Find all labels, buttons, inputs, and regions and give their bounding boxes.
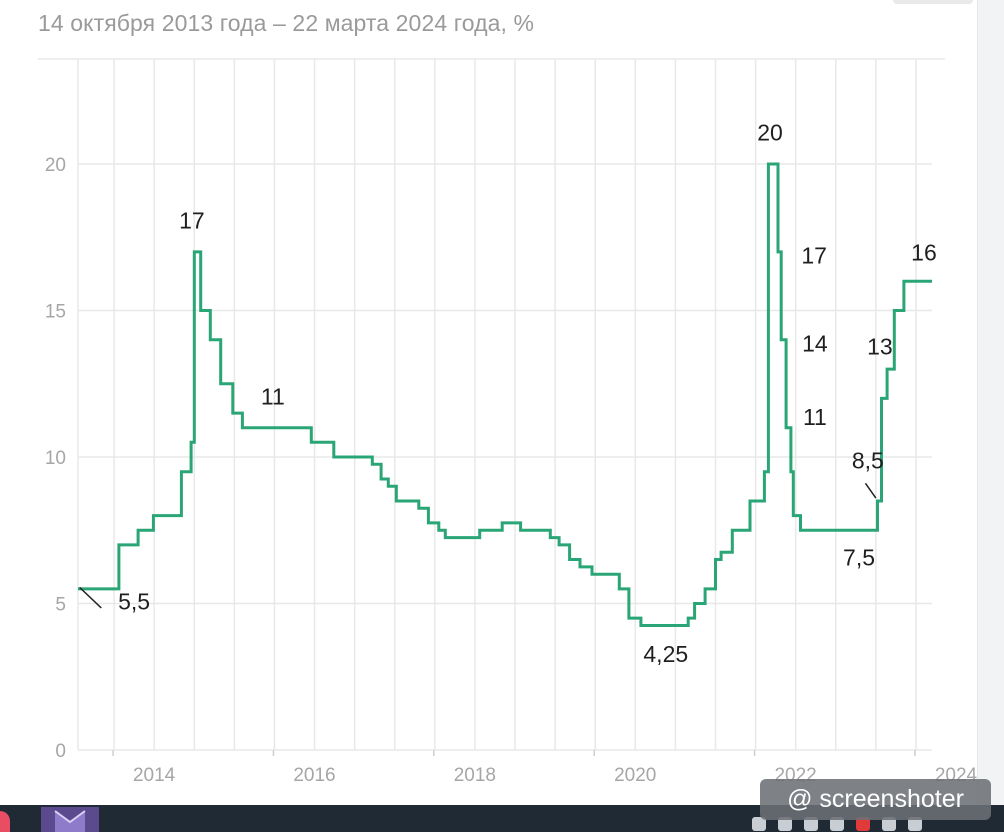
top-corner-chip [893, 0, 973, 4]
y-tick-label: 10 [45, 448, 66, 469]
annotation-label: 8,5 [852, 448, 884, 474]
annotation-label: 5,5 [118, 588, 150, 614]
annotation-label: 20 [757, 120, 783, 146]
y-tick-label: 5 [55, 595, 66, 616]
annotation-label: 11 [803, 404, 827, 430]
y-tick-label: 20 [45, 155, 66, 176]
x-tick-label: 2018 [454, 765, 496, 786]
series-group [78, 162, 932, 627]
annotation-label: 17 [179, 207, 205, 233]
annotation-label: 17 [801, 243, 827, 269]
leader-line-8-5 [864, 482, 877, 499]
taskbar-app-icon[interactable] [0, 811, 10, 832]
y-tick-label: 15 [45, 302, 66, 323]
x-tick-label: 2014 [133, 765, 176, 786]
annotation-label: 7,5 [843, 544, 875, 570]
tray-antivirus-icon[interactable] [856, 817, 870, 831]
annotation-label: 11 [261, 383, 285, 409]
x-tick-label: 2016 [293, 765, 335, 786]
leader-line-5-5 [79, 586, 102, 609]
grid-lines [38, 58, 945, 751]
y-tick-labels: 0 5 10 15 20 [45, 155, 66, 762]
series-line [78, 162, 932, 627]
chart-subtitle: 14 октября 2013 года – 22 марта 2024 год… [38, 10, 535, 36]
annotation-label: 4,25 [643, 641, 688, 667]
annotation-label: 16 [911, 240, 937, 266]
y-tick-label: 0 [55, 741, 66, 762]
taskbar-mail-app-icon[interactable] [41, 807, 99, 832]
screenshoter-watermark: @ screenshoter [760, 779, 991, 820]
tray-notification-icon[interactable] [908, 817, 922, 831]
tray-volume-icon[interactable] [882, 817, 896, 831]
system-tray [752, 816, 922, 832]
tray-battery-icon[interactable] [778, 817, 792, 831]
tray-network-icon[interactable] [830, 817, 844, 831]
annotation-label: 14 [802, 331, 828, 357]
annotation-label: 13 [867, 333, 893, 359]
x-tick-label: 2020 [614, 765, 656, 786]
tray-flag-icon[interactable] [752, 817, 766, 831]
tray-clock-icon[interactable] [804, 817, 818, 831]
annotations-group: 5,5 17 11 4,25 20 17 14 11 7,5 8,5 13 16 [118, 120, 937, 668]
page-right-edge [977, 0, 1004, 805]
